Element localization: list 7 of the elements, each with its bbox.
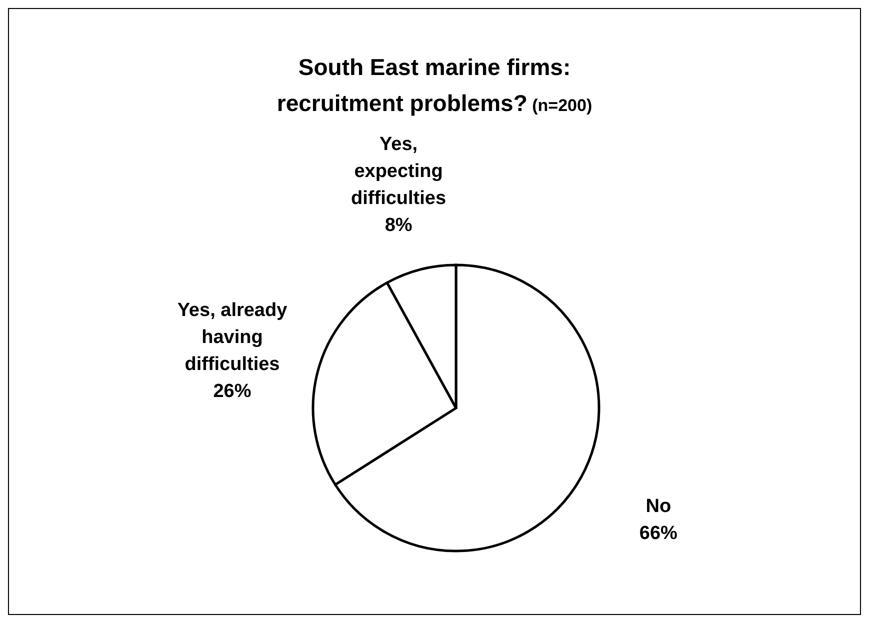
data-label: 26% — [213, 380, 252, 402]
slice-label: Yes, already having difficulties — [177, 300, 288, 375]
slice-label: No — [646, 495, 672, 516]
data-label: 8% — [384, 214, 412, 236]
chart-subtitle: (n=200) — [531, 96, 592, 115]
data-label: 66% — [639, 522, 678, 544]
slice-label: Yes, expecting difficulties — [351, 133, 446, 208]
